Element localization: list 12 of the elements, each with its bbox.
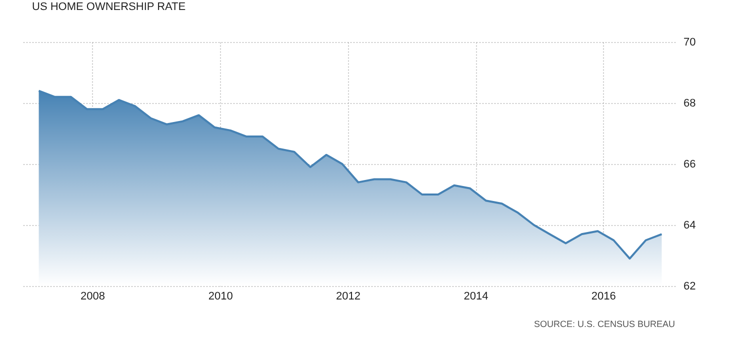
y-tick-label: 64	[684, 220, 696, 232]
y-tick-label: 70	[684, 36, 696, 48]
x-tick-label: 2016	[591, 290, 616, 302]
x-tick-label: 2014	[464, 290, 488, 302]
chart-title: US HOME OWNERSHIP RATE	[32, 1, 186, 13]
x-tick-label: 2008	[80, 290, 106, 302]
source-note: SOURCE: U.S. CENSUS BUREAU	[534, 319, 675, 329]
y-tick-label: 66	[684, 158, 696, 170]
y-tick-label: 68	[684, 98, 696, 110]
x-tick-label: 2012	[336, 290, 360, 302]
x-tick-label: 2010	[208, 290, 233, 302]
y-tick-label: 62	[684, 280, 696, 292]
